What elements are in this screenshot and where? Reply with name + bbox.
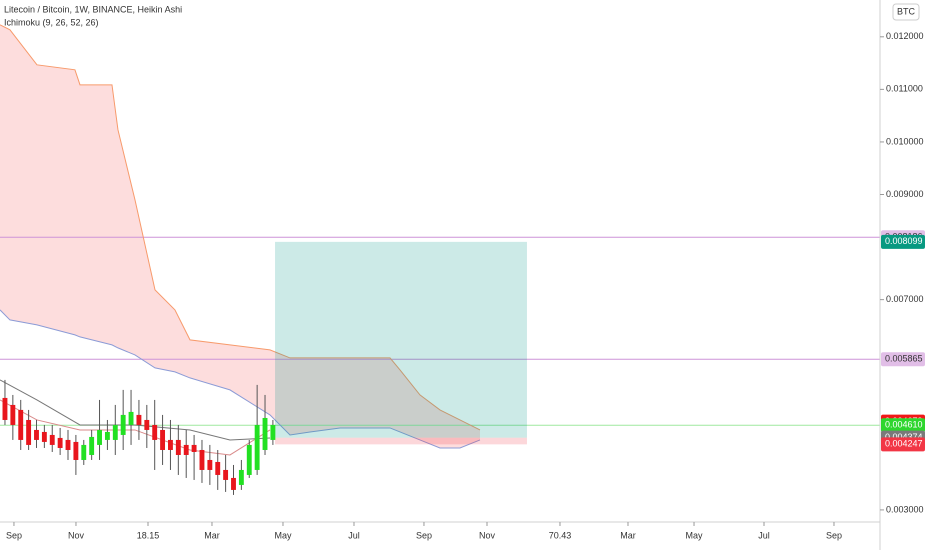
candle-body	[175, 439, 181, 455]
candle-body	[191, 444, 197, 452]
x-tick-label: Mar	[620, 530, 636, 540]
price-label-bg	[881, 418, 925, 433]
price-label: 0.004610	[885, 420, 923, 430]
profit-zone	[275, 241, 527, 438]
price-label-bg	[881, 234, 925, 249]
x-tick-label: May	[686, 530, 704, 540]
x-tick-label: Mar	[204, 530, 220, 540]
candle-body	[223, 469, 229, 480]
candle-body	[246, 444, 252, 475]
price-label: 0.004247	[885, 439, 923, 449]
candle-body	[18, 409, 24, 440]
candle-body	[26, 419, 32, 445]
candle-body	[183, 444, 189, 455]
x-tick-label: Sep	[416, 530, 432, 540]
x-tick-label: May	[274, 530, 292, 540]
candle-body	[207, 459, 213, 470]
candle-body	[262, 417, 268, 450]
candle-body	[104, 431, 110, 440]
cloud-line	[0, 309, 481, 449]
candle-body	[254, 424, 260, 470]
x-tick-label: Sep	[6, 530, 22, 540]
y-tick-label: 0.009000	[886, 189, 924, 199]
candle-body	[152, 424, 158, 440]
candle-body	[65, 439, 71, 450]
candle-body	[81, 444, 87, 460]
candle-body	[215, 461, 221, 475]
candle-body	[89, 436, 95, 455]
y-tick-label: 0.010000	[886, 136, 924, 146]
candle-body	[231, 477, 236, 490]
y-tick-label: 0.007000	[886, 294, 924, 304]
candle-body	[270, 424, 276, 440]
x-tick-label: 70.43	[549, 530, 572, 540]
price-label: 0.005865	[885, 354, 923, 364]
y-tick-label: 0.011000	[886, 84, 923, 94]
candle-body	[10, 404, 16, 425]
candle-body	[160, 429, 166, 450]
price-label: 0.008099	[885, 236, 923, 246]
candle-body	[57, 437, 63, 448]
y-tick-label: 0.012000	[886, 31, 924, 41]
candle-body	[128, 411, 134, 425]
chart-title: Litecoin / Bitcoin, 1W, BINANCE, Heikin …	[4, 4, 182, 14]
candle-body	[199, 449, 205, 470]
price-label-bg	[881, 352, 925, 367]
candle-body	[144, 419, 150, 430]
candle-body	[34, 429, 39, 440]
currency-badge[interactable]	[892, 3, 920, 21]
price-label-bg	[881, 437, 925, 452]
candle-body	[49, 434, 55, 445]
candle-body	[136, 414, 142, 425]
currency-label[interactable]: BTC	[897, 6, 916, 16]
candle-body	[2, 397, 8, 420]
x-tick-label: Nov	[479, 530, 496, 540]
x-tick-label: Jul	[758, 530, 770, 540]
x-tick-label: 18.15	[137, 530, 160, 540]
x-tick-label: Jul	[348, 530, 360, 540]
indicator-label: Ichimoku (9, 26, 52, 26)	[4, 17, 99, 27]
price-label: 0.004374	[885, 432, 923, 442]
cloud-line	[0, 24, 481, 431]
x-tick-label: Sep	[826, 530, 842, 540]
y-tick-label: 0.003000	[886, 504, 924, 514]
candle-body	[73, 441, 79, 460]
loss-zone	[275, 437, 527, 445]
candle-body	[120, 414, 126, 435]
candle-body	[168, 439, 173, 450]
indicator-line	[0, 379, 271, 441]
plot-area	[0, 24, 880, 495]
candle-body	[97, 429, 102, 445]
cloud-fill	[0, 24, 480, 448]
candle-body	[238, 469, 244, 485]
candle-body	[41, 431, 47, 442]
candle-body	[112, 424, 118, 440]
x-tick-label: Nov	[68, 530, 85, 540]
